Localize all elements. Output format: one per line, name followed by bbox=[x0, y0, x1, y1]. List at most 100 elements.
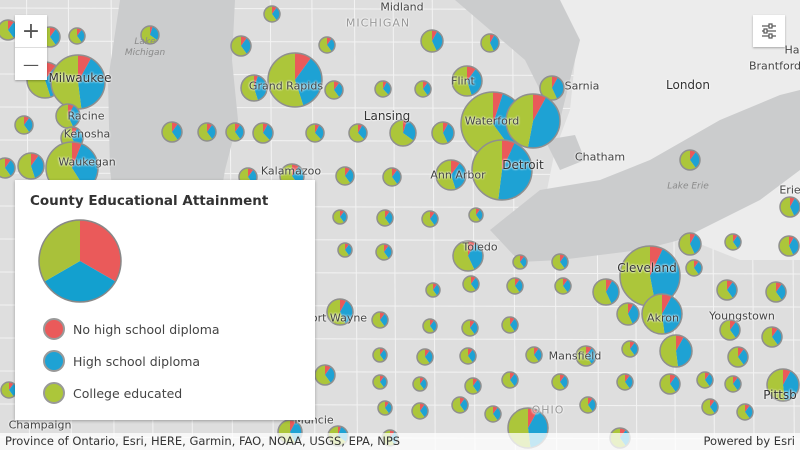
county-pie[interactable] bbox=[335, 166, 355, 186]
county-pie[interactable] bbox=[701, 398, 719, 416]
county-pie[interactable] bbox=[621, 340, 639, 358]
pie-slice bbox=[468, 242, 483, 270]
county-pie[interactable] bbox=[696, 371, 714, 389]
county-pie[interactable] bbox=[505, 93, 561, 149]
county-pie[interactable] bbox=[659, 334, 693, 368]
county-pie[interactable] bbox=[766, 368, 800, 402]
county-pie[interactable] bbox=[377, 400, 393, 416]
zoom-in-button[interactable]: + bbox=[15, 15, 47, 47]
county-pie[interactable] bbox=[464, 377, 482, 395]
county-pie[interactable] bbox=[619, 245, 681, 307]
county-pie[interactable] bbox=[554, 277, 572, 295]
county-pie[interactable] bbox=[382, 167, 402, 187]
county-pie[interactable] bbox=[765, 281, 787, 303]
county-pie[interactable] bbox=[375, 243, 393, 261]
county-pie[interactable] bbox=[374, 80, 392, 98]
county-pie[interactable] bbox=[484, 405, 502, 423]
county-pie[interactable] bbox=[678, 232, 702, 256]
pie-slice bbox=[733, 376, 738, 384]
county-pie[interactable] bbox=[736, 403, 754, 421]
county-pie[interactable] bbox=[641, 293, 683, 335]
filter-button[interactable] bbox=[753, 15, 785, 47]
county-pie[interactable] bbox=[314, 364, 336, 386]
county-pie[interactable] bbox=[376, 209, 394, 227]
county-pie[interactable] bbox=[616, 373, 634, 391]
county-pie[interactable] bbox=[324, 80, 344, 100]
county-pie[interactable] bbox=[414, 80, 432, 98]
county-pie[interactable] bbox=[425, 282, 441, 298]
county-pie[interactable] bbox=[461, 319, 479, 337]
county-pie[interactable] bbox=[326, 298, 354, 326]
county-pie[interactable] bbox=[252, 122, 274, 144]
county-pie[interactable] bbox=[412, 376, 428, 392]
powered-by-link[interactable]: Powered by Esri bbox=[703, 434, 796, 448]
county-pie[interactable] bbox=[525, 346, 543, 364]
county-pie[interactable] bbox=[422, 318, 438, 334]
county-pie[interactable] bbox=[0, 157, 16, 179]
county-pie[interactable] bbox=[371, 311, 389, 329]
county-pie[interactable] bbox=[50, 54, 106, 110]
county-pie[interactable] bbox=[459, 347, 477, 365]
county-pie[interactable] bbox=[161, 121, 183, 143]
county-pie[interactable] bbox=[337, 242, 353, 258]
county-pie[interactable] bbox=[451, 396, 469, 414]
county-pie[interactable] bbox=[68, 27, 86, 45]
county-pie[interactable] bbox=[575, 345, 597, 367]
county-pie[interactable] bbox=[779, 196, 800, 218]
county-pie[interactable] bbox=[462, 275, 480, 293]
county-pie[interactable] bbox=[452, 240, 484, 272]
county-pie[interactable] bbox=[501, 371, 519, 389]
county-pie[interactable] bbox=[471, 139, 533, 201]
county-pie[interactable] bbox=[263, 5, 281, 23]
county-pie[interactable] bbox=[197, 122, 217, 142]
pie-outline bbox=[376, 209, 394, 227]
county-pie[interactable] bbox=[592, 278, 620, 306]
county-pie[interactable] bbox=[724, 375, 742, 393]
county-pie[interactable] bbox=[267, 52, 323, 108]
county-pie[interactable] bbox=[539, 75, 565, 101]
county-pie[interactable] bbox=[616, 302, 640, 326]
county-pie[interactable] bbox=[579, 396, 597, 414]
county-pie[interactable] bbox=[140, 25, 160, 45]
county-pie[interactable] bbox=[411, 402, 429, 420]
county-pie[interactable] bbox=[679, 149, 701, 171]
county-pie[interactable] bbox=[348, 123, 368, 143]
county-pie[interactable] bbox=[372, 347, 388, 363]
county-pie[interactable] bbox=[685, 259, 703, 277]
county-pie[interactable] bbox=[659, 373, 681, 395]
county-pie[interactable] bbox=[551, 253, 569, 271]
county-pie[interactable] bbox=[421, 210, 439, 228]
county-pie[interactable] bbox=[389, 119, 417, 147]
county-pie[interactable] bbox=[240, 74, 268, 102]
county-pie[interactable] bbox=[551, 373, 569, 391]
county-pie[interactable] bbox=[416, 348, 434, 366]
pie-slice bbox=[630, 342, 638, 356]
county-pie[interactable] bbox=[230, 35, 252, 57]
county-pie[interactable] bbox=[512, 254, 528, 270]
county-pie[interactable] bbox=[14, 115, 34, 135]
county-pie[interactable] bbox=[506, 277, 524, 295]
county-pie-charts[interactable] bbox=[0, 5, 800, 449]
county-pie[interactable] bbox=[727, 346, 749, 368]
county-pie[interactable] bbox=[17, 152, 45, 180]
county-pie[interactable] bbox=[431, 121, 455, 145]
county-pie[interactable] bbox=[778, 235, 800, 257]
county-pie[interactable] bbox=[719, 319, 741, 341]
county-pie[interactable] bbox=[435, 159, 467, 191]
county-pie[interactable] bbox=[451, 65, 483, 97]
county-pie[interactable] bbox=[480, 33, 500, 53]
county-pie[interactable] bbox=[501, 316, 519, 334]
county-pie[interactable] bbox=[724, 233, 742, 251]
county-pie[interactable] bbox=[420, 29, 444, 53]
county-pie[interactable] bbox=[716, 279, 738, 301]
county-pie[interactable] bbox=[225, 122, 245, 142]
county-pie[interactable] bbox=[305, 123, 325, 143]
county-pie[interactable] bbox=[372, 374, 388, 390]
county-pie[interactable] bbox=[318, 36, 336, 54]
zoom-out-button[interactable]: — bbox=[15, 47, 47, 80]
county-pie[interactable] bbox=[55, 103, 81, 129]
county-pie[interactable] bbox=[468, 207, 484, 223]
county-pie[interactable] bbox=[332, 209, 348, 225]
county-pie[interactable] bbox=[761, 326, 783, 348]
